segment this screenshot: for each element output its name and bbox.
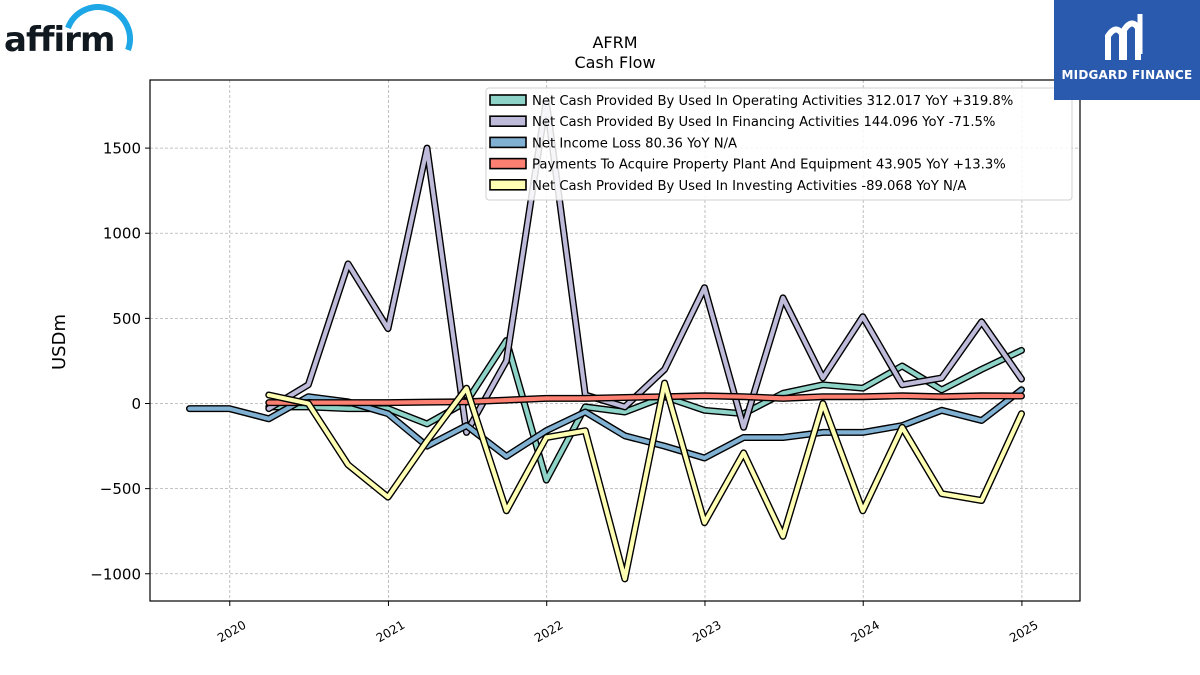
legend-swatch	[489, 179, 527, 191]
plot-frame	[149, 79, 1081, 602]
x-tick-label: 2024	[848, 618, 881, 645]
affirm-logo-text: affirm	[4, 20, 115, 60]
series-3-line	[266, 393, 1024, 405]
legend-item: Payments To Acquire Property Plant And E…	[489, 157, 1006, 173]
y-tick-label: −1000	[90, 565, 141, 583]
series-1	[265, 96, 1025, 436]
y-tick-label: 500	[112, 310, 141, 328]
affirm-logo: affirm	[4, 4, 134, 60]
series-4	[265, 379, 1025, 583]
legend-box	[485, 87, 1073, 201]
legend: Net Cash Provided By Used In Operating A…	[485, 87, 1073, 201]
legend-item: Net Income Loss 80.36 YoY N/A	[489, 136, 737, 151]
legend-label: Payments To Acquire Property Plant And E…	[532, 158, 1006, 173]
affirm-arc-icon	[65, 4, 133, 52]
series-3	[265, 392, 1025, 407]
y-tick-label: 1000	[103, 225, 141, 243]
x-tick-label: 2025	[1007, 618, 1040, 645]
chart-title: AFRM	[592, 33, 637, 52]
x-axis: 2020 2021 2022 2023 2024 2025	[215, 601, 1041, 645]
x-tick-label: 2022	[532, 618, 565, 645]
legend-item: Net Cash Provided By Used In Operating A…	[489, 94, 1013, 109]
series-layer	[186, 96, 1025, 583]
legend-swatch	[489, 136, 527, 149]
x-tick-label: 2021	[374, 618, 407, 645]
midgard-logo-icon	[1105, 14, 1143, 60]
y-tick-label: −500	[100, 480, 141, 498]
y-axis: −1000 −500 0 500 1000 1500	[90, 140, 150, 583]
legend-label: Net Income Loss 80.36 YoY N/A	[532, 136, 737, 151]
chart-subtitle: Cash Flow	[574, 53, 655, 72]
legend-label: Net Cash Provided By Used In Investing A…	[532, 179, 966, 194]
legend-label: Net Cash Provided By Used In Operating A…	[532, 94, 1013, 109]
y-tick-label: 1500	[103, 140, 141, 158]
x-tick-label: 2020	[215, 618, 248, 645]
legend-item: Net Cash Provided By Used In Investing A…	[489, 179, 966, 194]
legend-swatch	[489, 157, 527, 170]
legend-item: Net Cash Provided By Used In Financing A…	[489, 115, 995, 130]
series-1-line	[266, 98, 1024, 435]
x-tick-label: 2023	[690, 618, 723, 645]
publisher-name: MIDGARD FINANCE	[1061, 68, 1193, 82]
legend-swatch	[489, 94, 527, 106]
y-axis-label: USDm	[49, 314, 70, 370]
series-4-line	[266, 381, 1024, 582]
legend-swatch	[489, 115, 527, 127]
midgard-finance-logo: MIDGARD FINANCE	[1054, 0, 1200, 100]
legend-label: Net Cash Provided By Used In Financing A…	[532, 115, 995, 130]
y-tick-label: 0	[131, 395, 141, 413]
